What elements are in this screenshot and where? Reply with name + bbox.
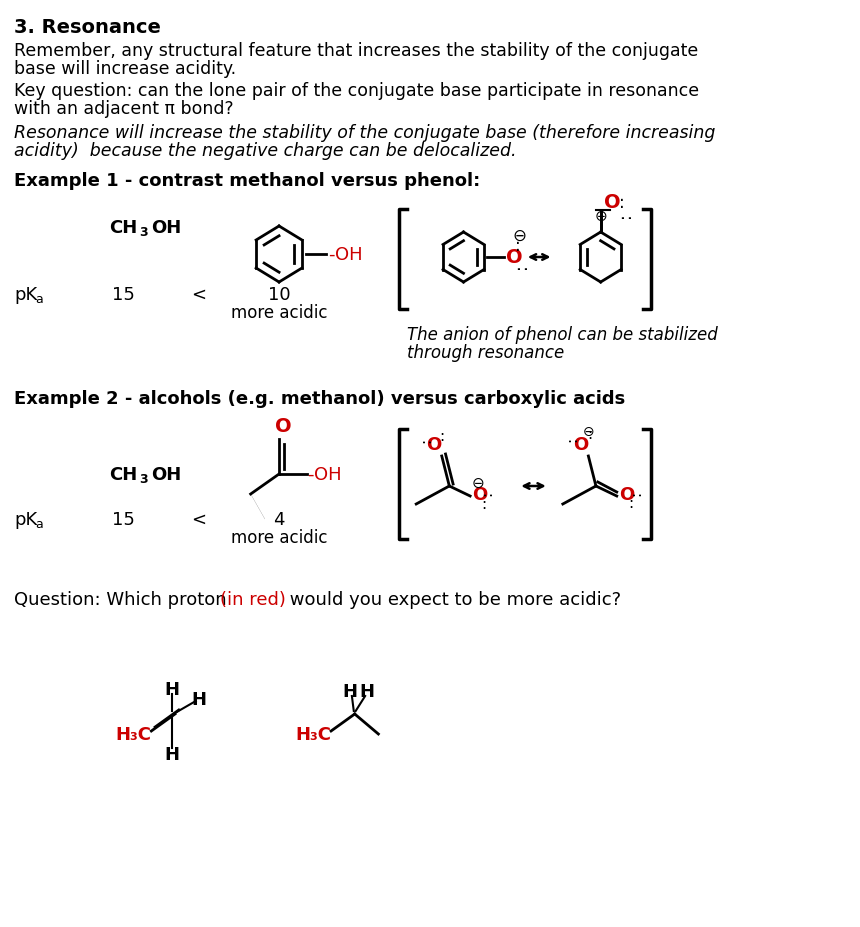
Text: OH: OH (151, 219, 181, 236)
Text: more acidic: more acidic (230, 304, 328, 322)
Text: O: O (619, 486, 635, 503)
Text: Example 2 - alcohols (e.g. methanol) versus carboxylic acids: Example 2 - alcohols (e.g. methanol) ver… (14, 389, 625, 408)
Text: O: O (275, 417, 292, 436)
Text: :: : (418, 437, 433, 442)
Text: <: < (191, 511, 206, 528)
Text: through resonance: through resonance (407, 344, 564, 362)
Text: 3: 3 (139, 226, 148, 239)
Text: -OH: -OH (307, 465, 342, 484)
Text: O: O (472, 486, 488, 503)
Text: a: a (35, 293, 43, 306)
Text: ⊖: ⊖ (582, 425, 594, 438)
Text: :: : (514, 236, 520, 255)
Text: :: : (617, 212, 635, 218)
Text: Remember, any structural feature that increases the stability of the conjugate: Remember, any structural feature that in… (14, 42, 698, 60)
Text: acidity)  because the negative charge can be delocalized.: acidity) because the negative charge can… (14, 142, 517, 159)
Text: H₃C: H₃C (295, 725, 331, 743)
Text: 15: 15 (112, 511, 134, 528)
Text: O: O (604, 194, 620, 212)
Text: <: < (191, 286, 206, 304)
Text: H: H (359, 682, 374, 700)
Text: O: O (506, 248, 523, 267)
Text: O: O (573, 436, 588, 453)
Text: :: : (480, 489, 494, 495)
Text: a: a (35, 518, 43, 531)
Text: pK: pK (14, 286, 38, 304)
Text: Question: Which proton: Question: Which proton (14, 590, 232, 608)
Text: CH: CH (109, 219, 137, 236)
Text: Key question: can the lone pair of the conjugate base participate in resonance: Key question: can the lone pair of the c… (14, 82, 699, 100)
Text: H: H (342, 682, 358, 700)
Text: would you expect to be more acidic?: would you expect to be more acidic? (284, 590, 621, 608)
Text: (in red): (in red) (220, 590, 286, 608)
Text: ⊖: ⊖ (472, 475, 485, 490)
Text: :: : (513, 263, 531, 269)
Text: :: : (629, 496, 634, 511)
Text: H₃C: H₃C (115, 725, 151, 743)
Text: H: H (164, 745, 180, 763)
Text: -OH: -OH (329, 246, 363, 263)
Text: O: O (427, 436, 442, 453)
Text: CH: CH (109, 465, 137, 484)
Text: 15: 15 (112, 286, 134, 304)
Text: with an adjacent π bond?: with an adjacent π bond? (14, 100, 234, 118)
Text: :: : (618, 194, 624, 211)
Text: 3. Resonance: 3. Resonance (14, 18, 161, 37)
Text: OH: OH (151, 465, 181, 484)
Text: base will increase acidity.: base will increase acidity. (14, 60, 236, 78)
Text: more acidic: more acidic (230, 528, 328, 546)
Text: The anion of phenol can be stabilized: The anion of phenol can be stabilized (407, 325, 717, 344)
Text: ⊖: ⊖ (594, 209, 607, 223)
Text: 3: 3 (139, 473, 148, 486)
Text: 4: 4 (273, 511, 285, 528)
Text: H: H (164, 680, 180, 698)
Text: Example 1 - contrast methanol versus phenol:: Example 1 - contrast methanol versus phe… (14, 171, 481, 190)
Text: H: H (191, 691, 206, 708)
Text: :: : (628, 489, 643, 495)
Text: pK: pK (14, 511, 38, 528)
Text: :: : (481, 497, 486, 512)
Text: :: : (564, 436, 579, 441)
Text: Resonance will increase the stability of the conjugate base (therefore increasin: Resonance will increase the stability of… (14, 124, 716, 142)
Text: :: : (439, 429, 445, 444)
Text: :: : (587, 427, 593, 442)
Text: 10: 10 (267, 286, 291, 304)
Text: ⊖: ⊖ (513, 227, 526, 245)
